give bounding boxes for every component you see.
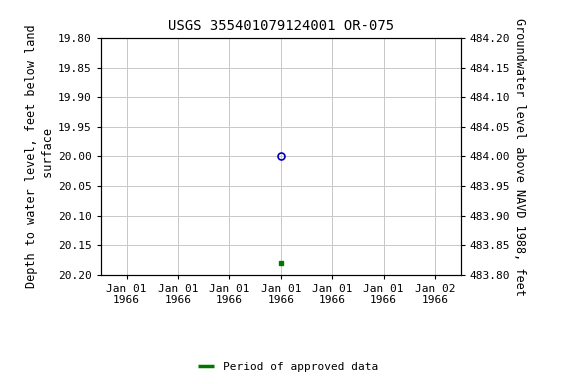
Title: USGS 355401079124001 OR-075: USGS 355401079124001 OR-075 — [168, 19, 394, 33]
Y-axis label: Depth to water level, feet below land
 surface: Depth to water level, feet below land su… — [25, 25, 55, 288]
Y-axis label: Groundwater level above NAVD 1988, feet: Groundwater level above NAVD 1988, feet — [513, 18, 526, 295]
Legend: Period of approved data: Period of approved data — [193, 358, 383, 377]
